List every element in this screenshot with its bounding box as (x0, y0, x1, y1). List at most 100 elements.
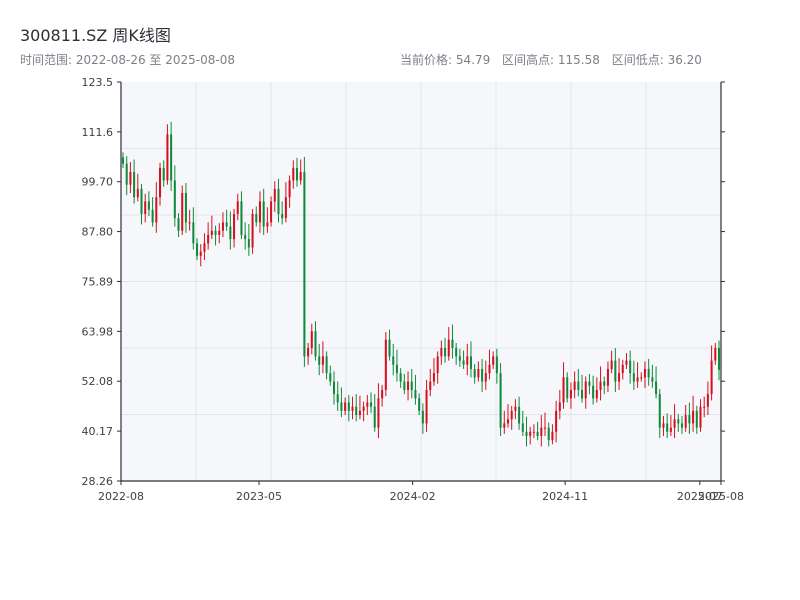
candle-body (236, 201, 239, 214)
candle-body (362, 406, 365, 411)
candle-body (303, 172, 306, 357)
candle-body (388, 339, 391, 357)
candle-body (692, 410, 695, 424)
candle-body (444, 348, 447, 357)
candle-body (247, 239, 250, 248)
y-tick-label: 111.6 (82, 126, 114, 139)
candle-body (588, 381, 591, 386)
candle-body (466, 356, 469, 365)
price-stats: 当前价格: 54.79 区间高点: 115.58 区间低点: 36.20 (400, 51, 702, 68)
candle-body (451, 339, 454, 349)
candle-body (558, 402, 561, 411)
candle-body (536, 431, 539, 437)
y-tick-label: 123.5 (82, 76, 114, 89)
candle-body (344, 402, 347, 411)
y-tick-label: 99.70 (82, 176, 114, 189)
candle-body (436, 356, 439, 374)
candle-body (196, 243, 199, 256)
candle-body (299, 172, 302, 181)
candle-body (462, 360, 465, 365)
candle-body (562, 377, 565, 403)
candle-body (658, 394, 661, 428)
candle-body (510, 410, 513, 420)
candle-body (543, 427, 547, 429)
candle-body (192, 222, 195, 244)
candle-body (199, 251, 202, 256)
candle-body (699, 406, 702, 428)
candle-body (125, 163, 128, 185)
candle-body (181, 193, 184, 231)
candle-body (410, 381, 413, 390)
candle-body (499, 373, 502, 428)
candle-body (166, 134, 169, 181)
candle-body (629, 360, 632, 374)
candle-body (207, 234, 210, 244)
candle-body (569, 389, 572, 399)
candle-body (399, 373, 402, 382)
y-tick-label: 87.80 (82, 226, 114, 239)
chart-title: 300811.SZ 周K线图 (20, 26, 171, 45)
candle-body (140, 188, 143, 214)
candle-body (592, 385, 595, 399)
candle-body (440, 348, 443, 357)
candle-body (221, 222, 224, 231)
candle-body (703, 406, 706, 408)
candle-body (610, 360, 613, 369)
range-low: 区间低点: 36.20 (611, 53, 702, 67)
candle-body (310, 331, 313, 349)
candle-body (358, 410, 361, 416)
candle-body (621, 364, 624, 374)
candle-body (595, 389, 598, 399)
candle-body (121, 157, 125, 164)
candle-body (177, 218, 180, 231)
candle-body (614, 360, 617, 382)
candle-body (473, 368, 476, 378)
candle-body (603, 381, 606, 386)
candle-body (566, 377, 569, 399)
candle-body (255, 213, 258, 223)
candle-body (288, 180, 291, 198)
candle-body (384, 339, 387, 390)
candle-body (636, 377, 639, 382)
candle-body (666, 423, 669, 432)
candle-body (584, 381, 587, 399)
candle-body (599, 381, 602, 390)
candle-body (136, 188, 139, 198)
candle-body (521, 423, 524, 432)
x-tick-label: 2025-08 (698, 490, 744, 503)
candle-body (332, 381, 336, 395)
candle-body (514, 406, 517, 411)
candle-body (551, 431, 554, 441)
candle-body (210, 230, 213, 235)
candle-body (484, 373, 487, 382)
candle-body (421, 410, 424, 424)
candle-body (295, 167, 299, 181)
candle-body (655, 381, 658, 395)
candle-body (321, 356, 324, 365)
candle-body (162, 167, 165, 181)
x-tick-label: 2023-05 (236, 490, 282, 503)
candle-body (458, 356, 461, 361)
y-tick-label: 63.98 (82, 325, 114, 338)
candle-body (577, 381, 580, 390)
candle-body (229, 226, 232, 240)
y-tick-label: 28.26 (82, 475, 114, 488)
candle-body (706, 394, 709, 407)
y-tick-label: 75.89 (82, 275, 114, 288)
candle-body (225, 222, 228, 227)
candle-body (547, 427, 550, 441)
candle-body (425, 389, 428, 424)
candle-body (669, 427, 672, 432)
candle-body (418, 398, 421, 411)
candle-body (640, 377, 643, 379)
candle-body (277, 188, 280, 214)
candle-body (240, 201, 243, 235)
candle-body (447, 339, 450, 357)
candle-body (695, 410, 698, 428)
x-tick-label: 2025-07 (677, 490, 723, 503)
candle-body (329, 373, 332, 382)
candle-body (370, 402, 373, 407)
candle-body (525, 431, 528, 437)
candle-body (318, 356, 321, 365)
